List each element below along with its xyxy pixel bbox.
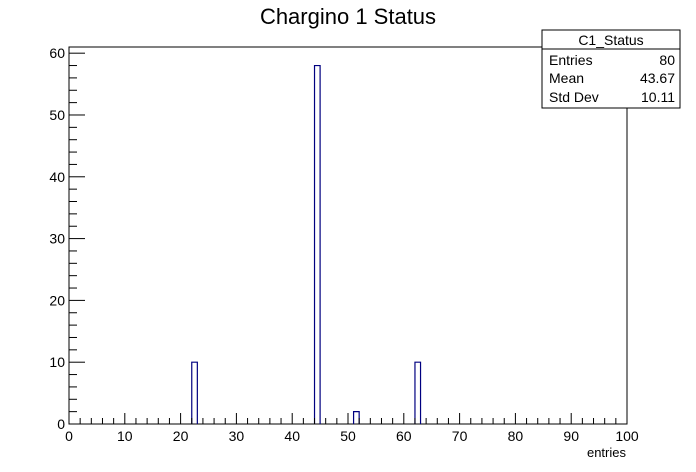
x-axis: 0 10 20 30 40 50 60 70 80 90 100 — [65, 413, 639, 444]
stats-stddev-label: Std Dev — [549, 89, 599, 105]
x-tick-label: 50 — [340, 428, 356, 444]
y-axis: 0 10 20 30 40 50 60 — [49, 45, 85, 432]
stats-box: C1_Status Entries 80 Mean 43.67 Std Dev … — [541, 29, 681, 109]
x-tick-label: 80 — [508, 428, 524, 444]
stats-stddev-value: 10.11 — [641, 89, 675, 105]
y-tick-label: 60 — [49, 45, 65, 61]
stats-entries-label: Entries — [549, 52, 593, 68]
x-tick-label: 20 — [173, 428, 189, 444]
x-tick-label: 90 — [563, 428, 579, 444]
x-tick-label: 0 — [65, 428, 73, 444]
stats-mean-label: Mean — [549, 70, 584, 86]
y-tick-label: 30 — [49, 231, 65, 247]
stats-entries-value: 80 — [659, 52, 675, 68]
y-tick-label: 0 — [57, 416, 65, 432]
stats-box-frame — [541, 29, 681, 109]
x-tick-label: 100 — [615, 428, 639, 444]
x-tick-label: 70 — [452, 428, 468, 444]
x-tick-label: 40 — [284, 428, 300, 444]
histogram-bar — [313, 64, 321, 424]
histogram-bar — [191, 361, 198, 424]
y-tick-label: 10 — [49, 354, 65, 370]
histogram-bar — [352, 411, 360, 424]
x-axis-label: entries — [587, 445, 627, 460]
y-tick-label: 50 — [49, 107, 65, 123]
histogram-bar — [414, 361, 422, 424]
x-tick-label: 30 — [229, 428, 245, 444]
x-tick-label: 60 — [396, 428, 412, 444]
stats-box-title: C1_Status — [578, 32, 643, 48]
chart-title: Chargino 1 Status — [260, 4, 436, 29]
stats-mean-value: 43.67 — [640, 70, 675, 86]
histogram-bars — [191, 64, 422, 424]
x-tick-label: 10 — [117, 428, 133, 444]
y-tick-label: 20 — [49, 292, 65, 308]
y-tick-label: 40 — [49, 169, 65, 185]
